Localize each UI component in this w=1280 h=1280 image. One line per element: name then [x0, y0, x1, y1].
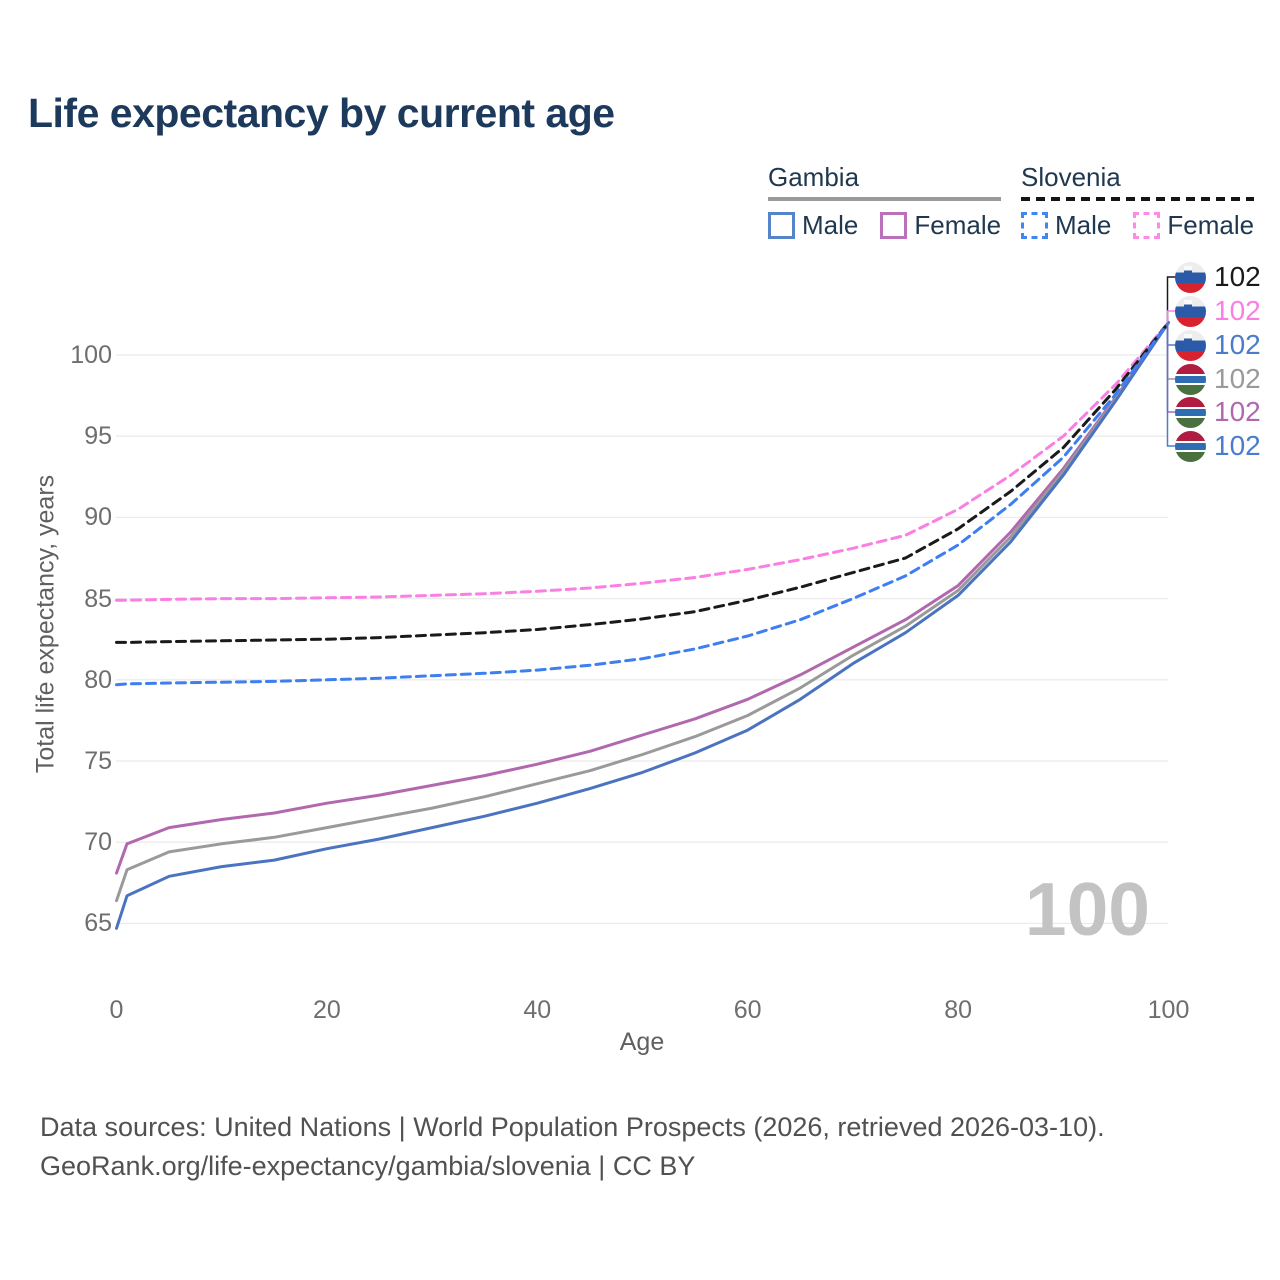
end-label-gambia-female: 102 [1175, 396, 1261, 428]
legend-checkbox-slovenia-female[interactable] [1133, 212, 1161, 239]
y-tick-label-80: 80 [84, 665, 112, 694]
x-tick-label-20: 20 [312, 996, 341, 1024]
end-label-value: 102 [1214, 295, 1261, 326]
series-line-slovenia-male [115, 321, 1170, 687]
y-tick-label-85: 85 [84, 584, 112, 613]
legend-item-label: Male [1055, 210, 1112, 240]
series-line-gambia-all [115, 321, 1170, 903]
legend-checkbox-gambia-male[interactable] [768, 212, 795, 239]
series-line-slovenia-all [115, 321, 1170, 644]
legend-item-label: Female [914, 210, 1002, 240]
leader-line-gambia-male [1166, 322, 1176, 447]
end-label-gambia-male: 102 [1175, 430, 1261, 462]
dashed-line-swatch [1021, 197, 1255, 201]
end-label-value: 102 [1214, 430, 1261, 461]
legend-country-slovenia[interactable]: Slovenia [1021, 162, 1121, 192]
gambia-flag-icon [1175, 363, 1206, 395]
y-tick-label-65: 65 [84, 909, 112, 938]
series-line-gambia-male [115, 321, 1170, 930]
x-tick-label-100: 100 [1147, 996, 1190, 1024]
series-line-slovenia-female [115, 321, 1170, 602]
legend-item-gambia-female[interactable]: Female [880, 210, 1001, 241]
legend-checkbox-gambia-female[interactable] [880, 212, 908, 239]
end-label-slovenia-male: 102 [1175, 329, 1261, 361]
end-label-value: 102 [1214, 396, 1261, 427]
footer-attribution: GeoRank.org/life-expectancy/gambia/slove… [40, 1151, 696, 1181]
gambia-flag-icon [1175, 430, 1206, 462]
legend-checkbox-slovenia-male[interactable] [1021, 212, 1048, 239]
legend-country-gambia[interactable]: Gambia [768, 162, 860, 192]
y-tick-label-100: 100 [70, 341, 112, 369]
legend-item-gambia-male[interactable]: Male [768, 210, 858, 241]
gambia-flag-icon [1175, 396, 1206, 428]
slovenia-flag-icon [1175, 329, 1206, 361]
leader-line-slovenia-female [1166, 310, 1176, 323]
x-tick-label-40: 40 [523, 996, 552, 1024]
legend-items-row: Male Female [1021, 210, 1254, 241]
y-tick-label-70: 70 [84, 828, 112, 857]
end-label-value: 102 [1214, 329, 1261, 360]
footer-data-sources: Data sources: United Nations | World Pop… [40, 1112, 1105, 1142]
end-label-value: 102 [1214, 261, 1261, 292]
solid-line-swatch [768, 197, 1002, 201]
legend-group-gambia: Gambia Male Female [768, 162, 1002, 241]
slovenia-flag-icon [1175, 261, 1206, 293]
legend-items-row: Male Female [768, 210, 1001, 241]
y-tick-label-95: 95 [84, 422, 112, 451]
end-label-gambia-all: 102 [1175, 363, 1261, 395]
slovenia-flag-icon [1175, 295, 1206, 327]
footer: Data sources: United Nations | World Pop… [40, 1108, 1105, 1186]
y-tick-label-90: 90 [84, 503, 112, 532]
age-counter-watermark: 100 [1024, 867, 1150, 951]
x-axis-title: Age [619, 1028, 665, 1056]
x-tick-label-0: 0 [109, 996, 124, 1024]
end-label-slovenia-female: 102 [1175, 295, 1261, 327]
y-axis-title: Total life expectancy, years [31, 474, 60, 774]
legend-group-slovenia: Slovenia Male Female [1021, 162, 1255, 241]
series-line-gambia-female [115, 321, 1170, 875]
legend-item-label: Female [1167, 210, 1255, 240]
x-tick-label-60: 60 [733, 996, 762, 1024]
end-label-value: 102 [1214, 363, 1261, 394]
legend-item-slovenia-female[interactable]: Female [1133, 210, 1254, 241]
legend-item-label: Male [802, 210, 859, 240]
leader-line-slovenia-all [1166, 276, 1176, 323]
chart-title: Life expectancy by current age [28, 90, 615, 136]
y-tick-label-75: 75 [84, 747, 112, 775]
end-label-slovenia-all: 102 [1175, 261, 1261, 293]
legend-item-slovenia-male[interactable]: Male [1021, 210, 1111, 241]
x-tick-label-80: 80 [944, 996, 972, 1024]
